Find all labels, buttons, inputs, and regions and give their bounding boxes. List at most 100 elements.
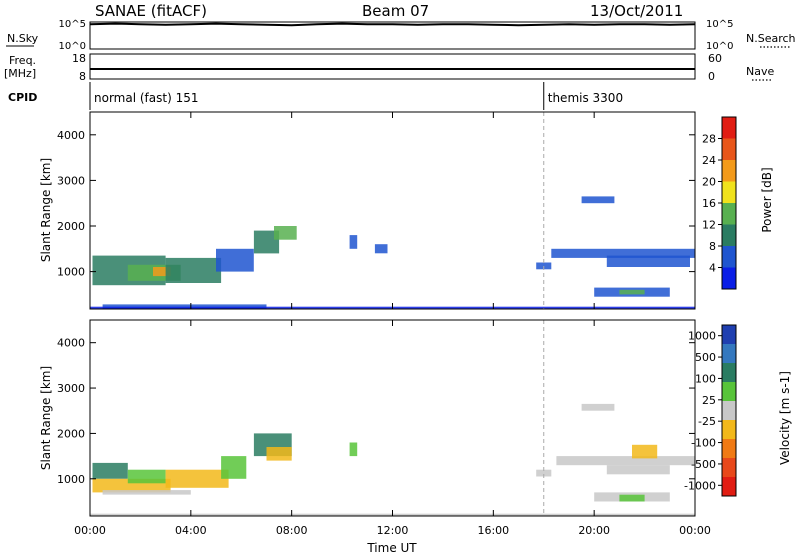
data-patch [266,447,292,461]
colorbar-swatch [722,477,736,496]
power-xaxis [89,112,696,309]
data-patch [536,469,552,477]
data-patch [581,403,615,411]
data-patch [274,226,297,240]
colorbar-tick-label: 100 [695,372,716,385]
colorbar-swatch [722,224,736,246]
ytick-label: 3000 [57,382,85,395]
velocity-colorbar: 1000 500 100 25 -25 -100 -500 -1000 [684,324,737,497]
colorbar-tick-label: 20 [702,176,716,189]
velocity-yaxis: 1000 2000 3000 4000 [57,337,695,486]
data-patch [374,244,388,254]
colorbar-tick-label: 12 [702,219,716,232]
noise-panel: N.Sky 10^5 10^0 10^5 10^0 N.Search [6,19,796,52]
noise-right-tick-top: 10^5 [706,19,733,30]
data-patch [606,465,670,475]
data-patch [632,444,658,459]
colorbar-swatch [722,138,736,160]
freq-frame [89,53,696,80]
freq-tick-top: 18 [72,52,86,65]
ytick-label: 4000 [57,337,85,350]
beam-label: Beam 07 [362,2,429,20]
data-patch [221,456,247,479]
ytick-label: 2000 [57,220,85,233]
colorbar-swatch [722,458,736,477]
colorbar-swatch [722,439,736,458]
data-patch [581,196,615,204]
colorbar-tick-label: -500 [691,458,716,471]
data-patch [349,235,358,249]
colorbar-swatch [722,181,736,203]
colorbar-tick-label: 24 [702,154,716,167]
colorbar-swatch [722,325,736,344]
cpid-segment-label: themis 3300 [548,91,623,105]
data-patch [349,442,358,457]
noise-left-tick-bottom: 10^0 [59,41,86,52]
colorbar-swatch [722,246,736,268]
noise-right-label: N.Search [746,32,796,45]
power-ylabel: Slant Range [km] [39,158,53,262]
colorbar-tick-label: 1000 [688,330,716,343]
cpid-panel: CPID normal (fast) 151 themis 3300 [8,82,623,110]
colorbar-swatch [722,203,736,225]
data-patch [102,490,191,495]
data-patch [551,248,695,258]
power-colorbar: 4 8 12 16 20 24 28 [702,116,737,290]
xtick-label: 00:00 [74,524,106,537]
nave-tick-bottom: 0 [708,70,715,83]
ytick-label: 4000 [57,129,85,142]
xtick-label: 12:00 [377,524,409,537]
freq-label-top: Freq. [9,54,36,67]
velocity-panel: 1000 2000 3000 4000 00:00 04:00 08:00 12:00 16:… [39,319,792,554]
noise-frame [89,21,696,50]
colorbar-swatch [722,160,736,182]
colorbar-swatch [722,363,736,382]
power-panel: 1000 2000 3000 4000 Slant Range [km] 4 8 12 16… [39,111,774,310]
date-label: 13/Oct/2011 [590,2,683,20]
colorbar-swatch [722,401,736,420]
colorbar-tick-label: 500 [695,351,716,364]
velocity-colorbar-label: Velocity [m s-1] [778,371,792,465]
colorbar-tick-label: 25 [702,394,716,407]
colorbar-tick-label: 28 [702,133,716,146]
colorbar-swatch [722,267,736,289]
cpid-segments: normal (fast) 151 themis 3300 [94,82,623,110]
data-patch [536,262,552,270]
nave-label: Nave [746,65,774,78]
noise-left-tick-top: 10^5 [59,19,86,30]
data-patch [556,456,695,466]
colorbar-tick-label: 4 [709,262,716,275]
cpid-label: CPID [8,91,37,104]
colorbar-tick-label: 8 [709,240,716,253]
data-patch [216,248,254,272]
power-colorbar-label: Power [dB] [760,167,774,232]
ytick-label: 2000 [57,427,85,440]
nave-tick-top: 60 [708,52,722,65]
ytick-label: 3000 [57,174,85,187]
freq-tick-bottom: 8 [79,70,86,83]
velocity-xaxis: 00:00 04:00 08:00 12:00 16:00 20:00 00:00 [74,320,711,537]
cpid-segment-label: normal (fast) 151 [94,91,198,105]
velocity-ylabel: Slant Range [km] [39,366,53,470]
ytick-label: 1000 [57,473,85,486]
ytick-label: 1000 [57,266,85,279]
noise-right-tick-bottom: 10^0 [706,41,733,52]
station-title: SANAE (fitACF) [95,2,207,20]
data-patch [619,494,645,502]
data-patch [165,469,229,488]
data-patch [606,255,690,267]
colorbar-tick-label: -25 [698,415,716,428]
xtick-label: 08:00 [276,524,308,537]
xtick-label: 00:00 [679,524,711,537]
data-patch [253,230,280,254]
noise-left-label: N.Sky [7,32,39,45]
data-patch [153,267,171,277]
data-patch [619,289,645,295]
freq-label-bottom: [MHz] [4,67,36,80]
colorbar-tick-label: -100 [691,437,716,450]
colorbar-tick-label: -1000 [684,479,716,492]
colorbar-swatch [722,420,736,439]
power-yaxis: 1000 2000 3000 4000 [57,129,695,279]
xtick-label: 16:00 [477,524,509,537]
